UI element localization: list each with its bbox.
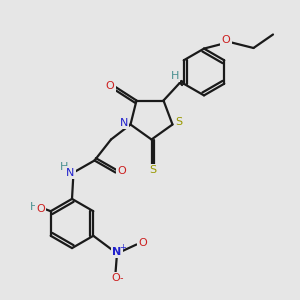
- Text: O: O: [111, 273, 120, 284]
- Text: N: N: [112, 247, 122, 257]
- Text: N: N: [120, 118, 128, 128]
- Text: H: H: [60, 161, 68, 172]
- Text: S: S: [149, 165, 157, 176]
- Text: O: O: [221, 34, 230, 45]
- Text: H: H: [171, 70, 179, 81]
- Text: O: O: [118, 166, 127, 176]
- Text: S: S: [176, 116, 183, 127]
- Text: +: +: [119, 243, 126, 252]
- Text: N: N: [66, 167, 75, 178]
- Text: O: O: [139, 238, 148, 248]
- Text: O: O: [106, 80, 115, 91]
- Text: -: -: [119, 273, 123, 284]
- Text: O: O: [36, 203, 45, 214]
- Text: H: H: [30, 202, 38, 212]
